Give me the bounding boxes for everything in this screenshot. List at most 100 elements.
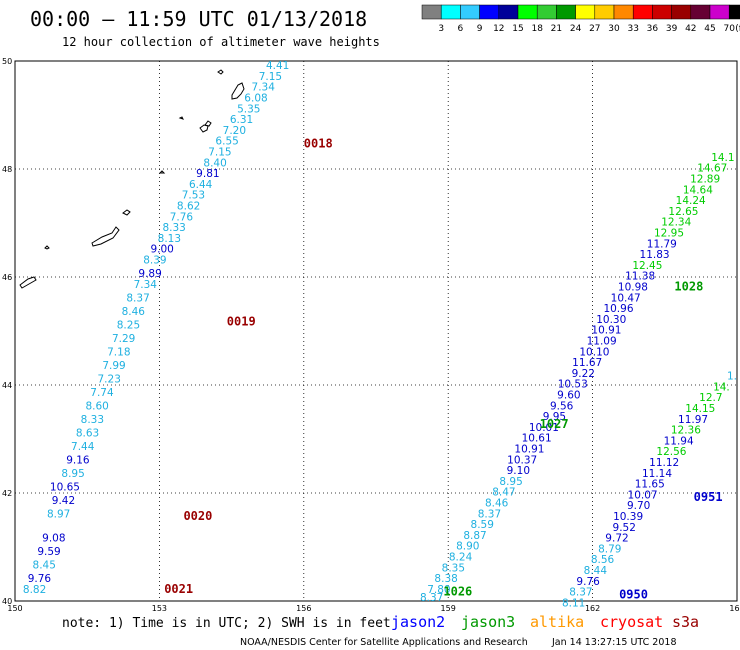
- pass-time-label: 0951: [694, 490, 723, 504]
- data-marks: 4.417.157.346.085.356.317.206.557.158.40…: [23, 60, 737, 609]
- wave-height-label: 10.96: [603, 303, 633, 315]
- wave-height-label: 9.59: [37, 546, 60, 558]
- x-tick-label: 165: [729, 604, 740, 613]
- x-tick-label: 153: [152, 604, 167, 613]
- wave-height-label: 8.33: [162, 222, 185, 234]
- wave-height-label: 8.39: [143, 255, 166, 267]
- wave-height-label: 7.44: [71, 441, 95, 453]
- wave-height-label: 8.97: [47, 508, 70, 520]
- legend-value: 27: [589, 24, 600, 34]
- wave-height-label: 7.23: [98, 373, 121, 385]
- wave-height-label: 9.56: [550, 400, 574, 412]
- chart-subtitle: 12 hour collection of altimeter wave hei…: [62, 35, 380, 49]
- wave-height-label: 8.44: [584, 565, 608, 577]
- wave-height-label: 12.56: [656, 446, 686, 458]
- wave-height-label: 14.64: [683, 184, 713, 196]
- wave-height-label: 7.76: [170, 211, 194, 223]
- wave-height-label: 9.60: [557, 390, 580, 402]
- pass-time-label: 1028: [674, 280, 703, 294]
- wave-height-label: 11.67: [572, 357, 602, 369]
- wave-height-label: 12.95: [654, 228, 684, 240]
- wave-height-label: 10.47: [611, 292, 641, 304]
- wave-height-label: 7.15: [208, 147, 231, 159]
- wave-height-label: 10.07: [628, 489, 658, 501]
- island-outline: [199, 124, 209, 133]
- wave-height-label: 8.13: [158, 233, 181, 245]
- wave-height-label: 11.83: [640, 249, 670, 261]
- wave-height-label: 10.91: [514, 444, 544, 456]
- legend-value: 39: [666, 24, 678, 34]
- wave-height-label: 9.42: [52, 495, 75, 507]
- legend-value: 30: [608, 24, 620, 34]
- legend-swatch: [690, 4, 711, 20]
- wave-height-label: 8.46: [485, 498, 509, 510]
- legend-swatch: [671, 4, 692, 20]
- legend-value: 15: [512, 24, 523, 34]
- y-tick-label: 46: [2, 273, 12, 282]
- legend-swatch: [652, 4, 672, 20]
- wave-height-label: 8.56: [591, 554, 615, 566]
- wave-height-label: 5.35: [237, 103, 260, 115]
- footer-timestamp: Jan 14 13:27:15 UTC 2018: [551, 637, 677, 648]
- wave-height-label: 9.70: [627, 500, 650, 512]
- legend-value: 70: [723, 24, 735, 34]
- satellite-legend-jason3: jason3: [461, 613, 515, 631]
- wave-height-label: 6.31: [230, 114, 253, 126]
- satellite-legend-cryosat: cryosat: [600, 613, 663, 631]
- chart-title: 00:00 – 11:59 UTC 01/13/2018: [30, 7, 367, 31]
- wave-height-label: 8.60: [85, 400, 108, 412]
- wave-height-label: 7.29: [112, 333, 135, 345]
- wave-height-label: 10.39: [613, 511, 643, 523]
- plot-area: 4.417.157.346.085.356.317.206.557.158.40…: [14, 60, 738, 609]
- wave-height-label: 8.46: [122, 306, 146, 318]
- wave-height-label: 9.72: [605, 533, 628, 545]
- wave-height-label: 1.: [727, 371, 737, 383]
- wave-height-label: 8.63: [76, 427, 99, 439]
- wave-height-label: 9.95: [543, 411, 566, 423]
- legend-unit: (ft): [735, 24, 740, 34]
- wave-height-label: 10.37: [507, 454, 537, 466]
- legend-swatch: [479, 4, 500, 20]
- island-outline: [122, 209, 131, 216]
- legend-value: 9: [477, 24, 483, 34]
- wave-height-label: 8.37: [126, 292, 149, 304]
- legend-swatch: [460, 4, 480, 20]
- y-tick-label: 48: [2, 165, 12, 174]
- wave-height-label: 12.36: [671, 425, 701, 437]
- wave-height-label: 7.53: [182, 190, 205, 202]
- pass-time-label: 0018: [304, 136, 333, 150]
- pass-time-label: 1027: [540, 417, 569, 431]
- wave-height-label: 8.82: [23, 584, 46, 596]
- wave-height-label: 14.24: [676, 195, 706, 207]
- wave-height-label: 8.59: [471, 519, 494, 531]
- wave-height-label: 14.1: [711, 152, 734, 164]
- wave-height-label: 7.20: [223, 125, 246, 137]
- y-tick-label: 50: [2, 57, 12, 66]
- wave-height-label: 10.10: [579, 346, 609, 358]
- legend-swatch: [632, 4, 653, 20]
- legend-value: 6: [458, 24, 464, 34]
- wave-height-label: 10.01: [529, 422, 559, 434]
- wave-height-label: 8.25: [117, 319, 140, 331]
- wave-height-label: 9.52: [613, 522, 636, 534]
- wave-height-label: 11.09: [587, 336, 617, 348]
- plot-frame: [14, 60, 738, 602]
- coastline-islands: [19, 69, 245, 289]
- y-tick-label: 42: [2, 489, 12, 498]
- wave-height-label: 8.37: [420, 592, 443, 604]
- wave-height-label: 9.89: [138, 268, 161, 280]
- wave-height-label: 8.62: [177, 201, 200, 213]
- wave-height-label: 9.00: [150, 244, 173, 256]
- legend-value: 33: [627, 24, 638, 34]
- wave-height-label: 9.08: [42, 533, 65, 545]
- legend-swatch: [613, 4, 634, 20]
- wave-height-label: 10.53: [558, 379, 588, 391]
- pass-time-label: 0950: [619, 587, 648, 601]
- wave-height-label: 9.76: [28, 573, 52, 585]
- island-outline: [204, 120, 212, 127]
- legend-value: 24: [570, 24, 582, 34]
- wave-height-label: 8.40: [203, 157, 226, 169]
- wave-height-label: 6.08: [244, 93, 267, 105]
